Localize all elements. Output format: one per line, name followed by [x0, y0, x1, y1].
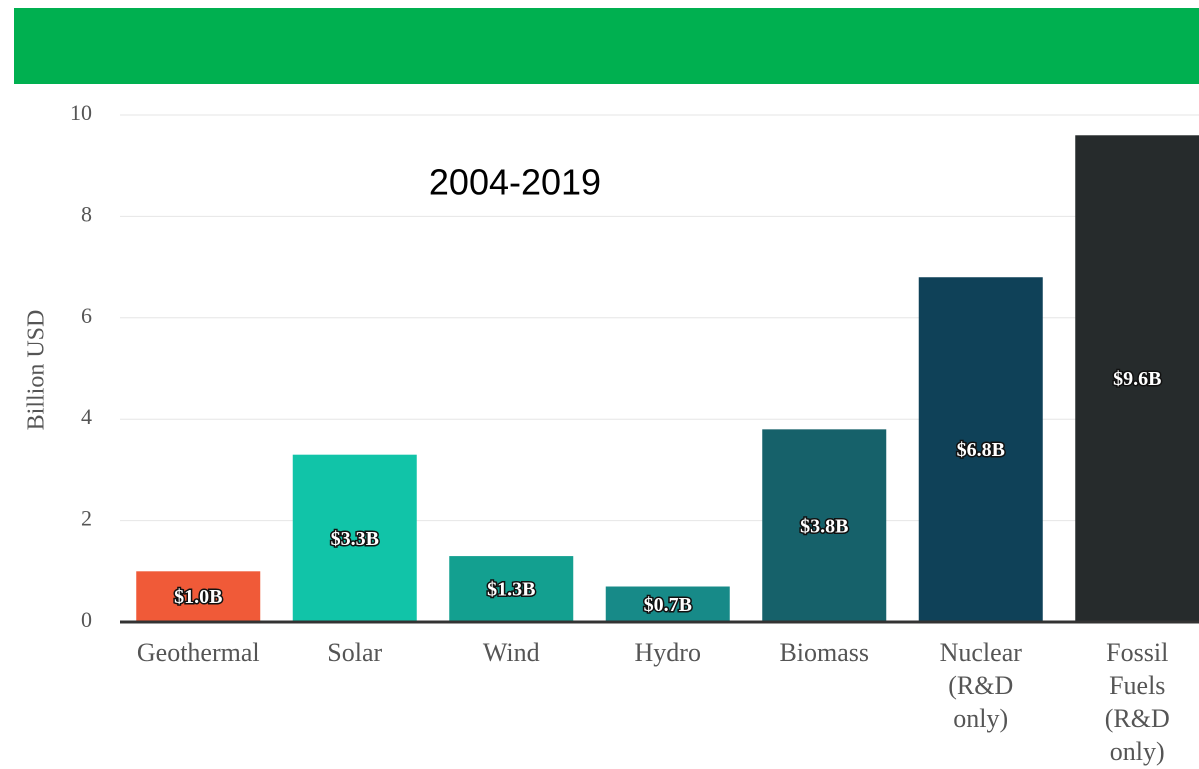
bar [762, 429, 887, 622]
value-label: $9.6B [1113, 368, 1161, 390]
y-tick-label: 6 [81, 303, 92, 328]
x-tick-label: Nuclear (R&D only) [940, 638, 1023, 733]
y-tick-label: 0 [81, 607, 92, 632]
value-label: $1.0B [174, 586, 222, 608]
value-label: $0.7B [644, 594, 692, 616]
x-tick-label: Fossil Fuels (R&D only) [1105, 638, 1170, 766]
x-tick-label: Wind [483, 638, 540, 667]
y-tick-label: 10 [70, 100, 92, 125]
value-label: $3.3B [331, 528, 379, 550]
annotation: 2004-2019 [429, 162, 601, 203]
x-tick-label: Geothermal [137, 638, 260, 667]
bar [292, 454, 417, 622]
value-label: $1.3B [487, 579, 535, 601]
x-tick-label: Hydro [635, 638, 701, 667]
y-tick-label: 2 [81, 506, 92, 531]
banner [14, 8, 1199, 84]
y-tick-label: 4 [81, 404, 92, 429]
value-label: $3.8B [800, 515, 848, 537]
bar [605, 586, 730, 622]
bar [136, 571, 261, 622]
bar [449, 556, 574, 622]
x-tick-label: Biomass [779, 638, 869, 667]
value-label: $6.8B [957, 439, 1005, 461]
x-tick-label: Solar [327, 638, 382, 667]
bar [918, 277, 1043, 622]
y-tick-label: 8 [81, 201, 92, 226]
y-axis-label: Billion USD [24, 310, 50, 431]
bar [1075, 135, 1199, 622]
